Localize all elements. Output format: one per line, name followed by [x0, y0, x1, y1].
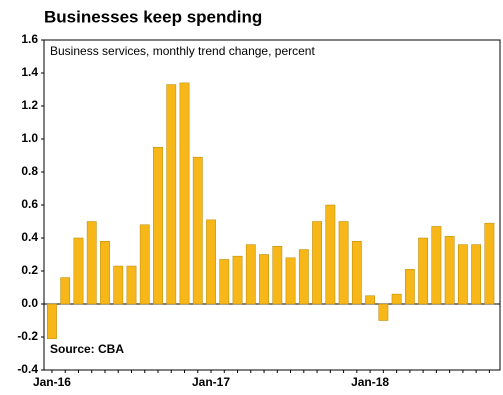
bar [232, 255, 243, 305]
bar [100, 241, 110, 305]
y-tick-label: 0.4 [21, 230, 38, 244]
plot-frame [43, 39, 501, 371]
bar [325, 204, 336, 305]
y-tick-label: -0.4 [17, 362, 38, 376]
bar [86, 221, 97, 305]
bar [391, 293, 402, 305]
bar [113, 265, 124, 305]
bar [73, 237, 84, 305]
bar [272, 246, 283, 305]
bar [245, 244, 256, 305]
bar [219, 259, 230, 305]
bar [139, 224, 150, 305]
x-tick-label: Jan-18 [351, 375, 389, 389]
bar [259, 254, 269, 305]
bar [312, 221, 322, 305]
y-tick-label: 1.6 [21, 32, 38, 46]
y-tick-label: 1.2 [21, 98, 38, 112]
x-tick-label: Jan-16 [33, 375, 71, 389]
subtitle: Business services, monthly trend change,… [50, 44, 315, 58]
bar [378, 303, 389, 321]
y-tick-label: 0.6 [21, 197, 38, 211]
source: Source: CBA [50, 342, 124, 356]
bar [153, 147, 163, 305]
bar [471, 244, 482, 305]
bar [179, 82, 190, 305]
bar [206, 219, 216, 305]
bar [431, 226, 442, 305]
y-tick-label: 0.0 [21, 296, 38, 310]
bar [126, 265, 137, 305]
y-tick-label: 1.4 [21, 65, 38, 79]
y-tick-label: 0.2 [21, 263, 38, 277]
bar [457, 244, 468, 305]
x-tick-label: Jan-17 [192, 375, 230, 389]
bar [338, 221, 349, 305]
bar [285, 257, 296, 305]
bar [444, 236, 455, 305]
chart-title: Businesses keep spending [44, 7, 262, 26]
bar [351, 241, 362, 305]
y-tick-label: 1.0 [21, 131, 38, 145]
y-tick-label: -0.2 [17, 329, 38, 343]
y-tick-label: 0.8 [21, 164, 38, 178]
bar [298, 249, 309, 305]
bar [60, 277, 71, 305]
bar [484, 222, 495, 305]
bar [47, 303, 57, 339]
bar [166, 84, 177, 305]
bar [418, 237, 429, 305]
bar [192, 156, 203, 305]
bar [404, 269, 415, 305]
bar [365, 295, 375, 305]
